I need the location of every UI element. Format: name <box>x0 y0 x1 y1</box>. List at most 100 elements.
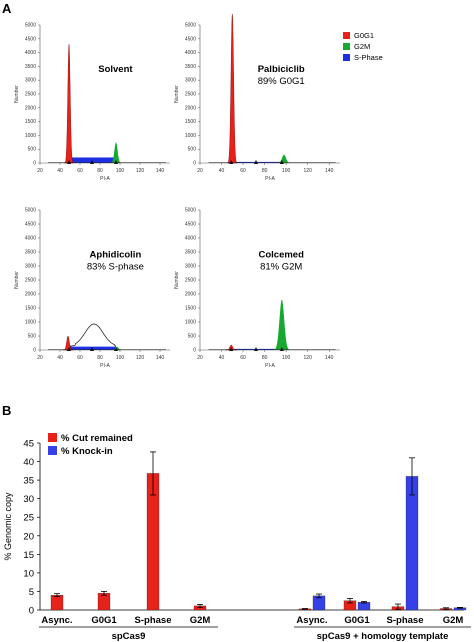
y-tick-label: 3500 <box>25 250 36 256</box>
b-bar-cut <box>97 593 111 611</box>
b-y-tick-label: 45 <box>23 439 34 450</box>
histogram-2: 0 500 1000 1500 2000 2500 3000 3500 4000 4500 5000… <box>174 13 340 182</box>
x-tick-label: 80 <box>262 168 268 174</box>
x-tick-label: 40 <box>219 355 225 361</box>
y-tick-label: 5000 <box>25 208 36 214</box>
y-tick-label: 4500 <box>185 36 196 42</box>
y-tick-label: 3000 <box>185 78 196 84</box>
y-axis-label: Number <box>14 271 20 289</box>
gate-marker <box>229 160 234 164</box>
x-tick-label: 20 <box>37 168 43 174</box>
histogram-1: 0 500 1000 1500 2000 2500 3000 3500 4000 4500 5000… <box>14 23 170 182</box>
x-tick-label: 60 <box>240 355 246 361</box>
histogram-panels: 0 500 1000 1500 2000 2500 3000 3500 4000 4500 5000… <box>14 13 340 369</box>
x-tick-label: 140 <box>156 168 165 174</box>
y-tick-label: 4500 <box>185 222 196 228</box>
y-tick-label: 2500 <box>25 278 36 284</box>
panel-b-letter: B <box>2 403 11 418</box>
gate-marker <box>254 347 258 351</box>
b-y-tick-label: 40 <box>23 457 34 468</box>
x-tick-label: 20 <box>197 168 203 174</box>
x-tick-label: 100 <box>282 168 291 174</box>
y-tick-label: 2500 <box>185 92 196 98</box>
legend-swatch-g0g1 <box>343 32 350 39</box>
y-axis-label: Number <box>174 85 180 103</box>
series-g2m <box>276 154 292 163</box>
series-g2m <box>109 142 123 163</box>
y-tick-label: 3500 <box>185 250 196 256</box>
b-category-label: Async. <box>41 615 72 626</box>
b-y-tick-label: 20 <box>23 531 34 542</box>
series-g0g1 <box>226 13 238 164</box>
y-tick-label: 4000 <box>185 50 196 56</box>
b-y-tick-label: 35 <box>23 476 34 487</box>
y-tick-label: 4500 <box>25 36 36 42</box>
b-bar-cut <box>50 595 64 611</box>
y-tick-label: 1000 <box>25 133 36 139</box>
y-tick-label: 4000 <box>25 236 36 242</box>
y-tick-label: 500 <box>28 147 37 153</box>
x-tick-label: 140 <box>325 168 334 174</box>
x-tick-label: 140 <box>325 355 334 361</box>
y-tick-label: 2500 <box>25 92 36 98</box>
series-s-phase <box>71 157 114 163</box>
y-tick-label: 2000 <box>185 105 196 111</box>
gate-marker <box>90 160 94 164</box>
b-y-tick-label: 30 <box>23 494 34 505</box>
y-tick-label: 4000 <box>25 50 36 56</box>
y-tick-label: 1000 <box>25 320 36 326</box>
legend-label-g2m: G2M <box>354 42 370 51</box>
legend-swatch-s-phase <box>343 54 350 61</box>
series-g0g1 <box>64 44 74 164</box>
b-bar-knockin <box>357 602 371 611</box>
y-tick-label: 5000 <box>185 208 196 214</box>
x-tick-label: 40 <box>57 355 63 361</box>
y-tick-label: 4500 <box>25 222 36 228</box>
b-category-label: G2M <box>443 615 464 626</box>
y-tick-label: 2500 <box>185 278 196 284</box>
y-tick-label: 3000 <box>25 264 36 270</box>
y-tick-label: 2000 <box>185 292 196 298</box>
y-tick-label: 2000 <box>25 292 36 298</box>
gate-marker <box>67 160 71 164</box>
x-tick-label: 60 <box>77 355 83 361</box>
y-tick-label: 5000 <box>25 23 36 29</box>
legend-label-s-phase: S-Phase <box>354 53 383 62</box>
x-tick-label: 140 <box>156 355 165 361</box>
y-tick-label: 1500 <box>25 306 36 312</box>
x-axis-label: PI-A <box>100 176 110 182</box>
x-tick-label: 80 <box>97 168 103 174</box>
series-g2m <box>110 346 124 350</box>
b-y-tick-label: 5 <box>29 587 34 598</box>
x-tick-label: 40 <box>219 168 225 174</box>
gate-marker <box>279 347 284 351</box>
y-tick-label: 3500 <box>185 64 196 70</box>
histogram-subtitle: 83% S-phase <box>87 262 144 273</box>
gate-marker <box>114 347 118 351</box>
x-tick-label: 80 <box>262 355 268 361</box>
y-tick-label: 500 <box>188 147 197 153</box>
x-tick-label: 20 <box>37 355 43 361</box>
y-tick-label: 1000 <box>185 133 196 139</box>
series-g2m <box>272 299 292 350</box>
histogram-4: 0 500 1000 1500 2000 2500 3000 3500 4000 4500 5000… <box>174 208 340 369</box>
b-category-label: S-phase <box>135 615 172 626</box>
gate-marker <box>90 347 94 351</box>
x-tick-label: 20 <box>197 355 203 361</box>
x-axis-label: PI-A <box>265 176 275 182</box>
b-legend-label: % Cut remained <box>61 433 133 444</box>
b-y-tick-label: 0 <box>29 606 34 617</box>
y-tick-label: 3000 <box>185 264 196 270</box>
y-tick-label: 1500 <box>185 119 196 125</box>
b-category-label: G2M <box>190 615 211 626</box>
b-bar-knockin <box>405 476 419 611</box>
y-tick-label: 0 <box>193 161 196 167</box>
y-tick-label: 500 <box>28 334 37 340</box>
legend-label-g0g1: G0G1 <box>354 31 374 40</box>
b-group-label: spCas9 + homology template <box>317 631 449 642</box>
x-tick-label: 120 <box>304 168 313 174</box>
b-y-axis-label: % Genomic copy <box>3 492 13 561</box>
y-tick-label: 1000 <box>185 320 196 326</box>
panel-a-legend: G0G1 G2M S-Phase <box>343 31 383 62</box>
y-tick-label: 1500 <box>185 306 196 312</box>
